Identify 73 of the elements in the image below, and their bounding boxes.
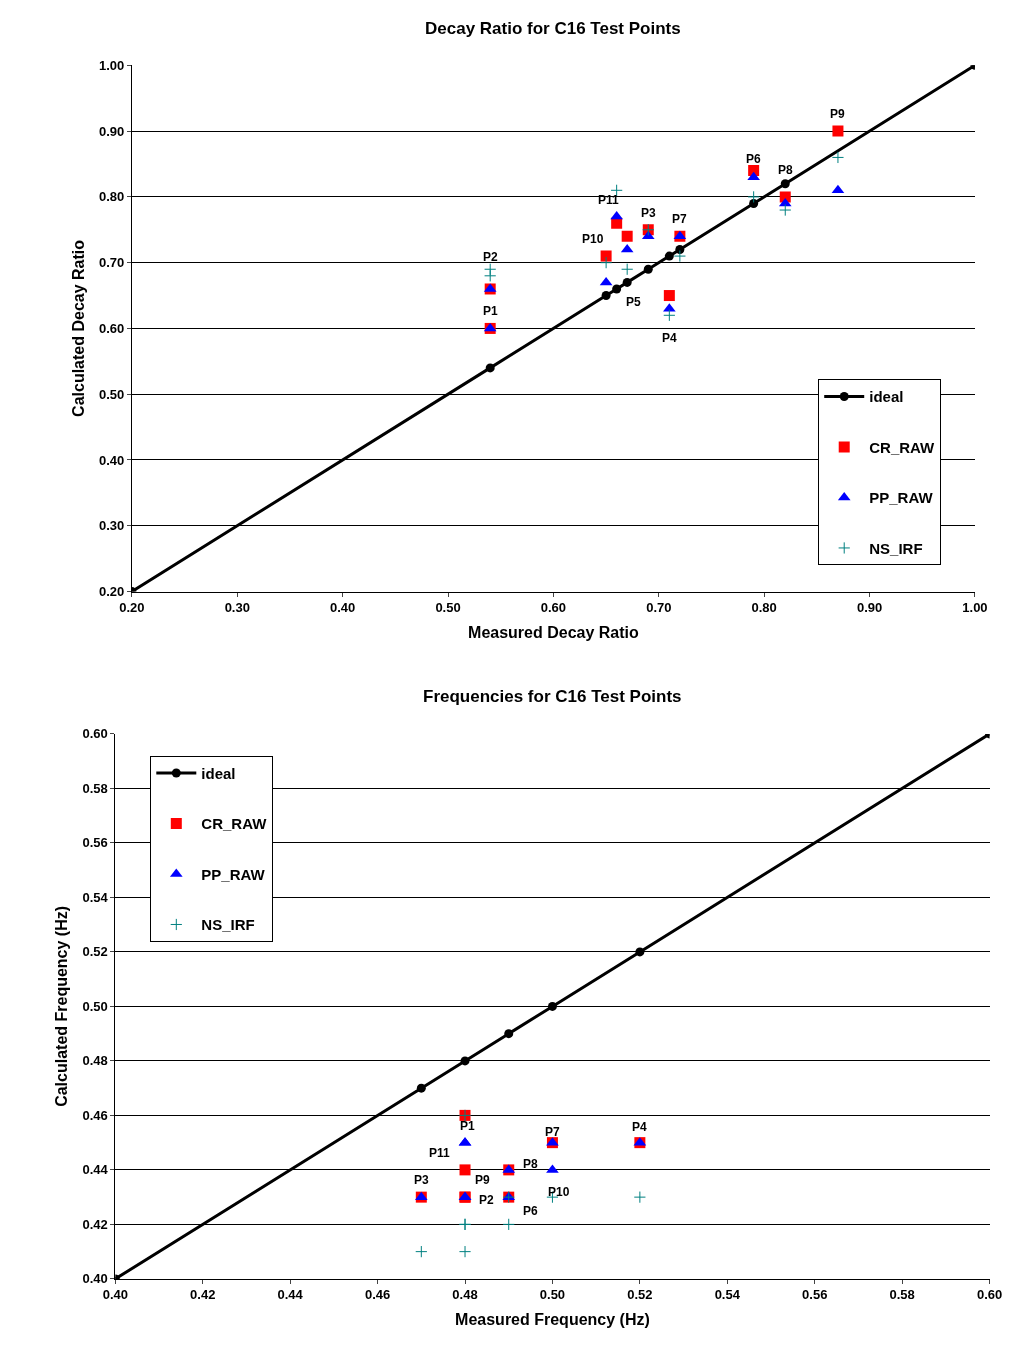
annotation: P8 (523, 1157, 538, 1171)
y-tick-label: 0.54 (82, 889, 109, 905)
annotation: P8 (778, 163, 793, 177)
y-tick-label: 0.48 (82, 1053, 108, 1069)
annotation: P4 (662, 331, 677, 345)
y-tick-label: 0.46 (82, 1107, 108, 1123)
y-tick-label: 0.70 (98, 255, 125, 271)
x-tick-label: 0.44 (277, 1287, 304, 1303)
x-tick-label: 0.60 (540, 600, 567, 616)
y-tick-label: 0.40 (82, 1271, 108, 1287)
annotation: P10 (548, 1185, 570, 1199)
x-tick-label: 0.40 (330, 600, 356, 616)
x-axis-title: Measured Frequency (Hz) (455, 1311, 650, 1329)
x-tick-label: 0.42 (190, 1287, 216, 1303)
annotation: P4 (632, 1120, 647, 1134)
annotation: P3 (641, 206, 656, 220)
legend-label: PP_RAW (869, 489, 934, 507)
x-tick-label: 0.50 (539, 1287, 566, 1303)
y-tick-label: 0.60 (82, 726, 108, 742)
x-tick-label: 0.52 (627, 1287, 653, 1303)
chart-title: Frequencies for C16 Test Points (423, 687, 682, 706)
y-tick-label: 0.58 (82, 780, 108, 796)
x-tick-label: 0.70 (646, 600, 672, 616)
x-tick-label: 0.54 (714, 1287, 741, 1303)
x-tick-label: 0.50 (435, 600, 461, 616)
annotation: P2 (483, 250, 498, 264)
annotation: P11 (429, 1146, 451, 1160)
x-tick-label: 1.00 (962, 600, 988, 616)
y-tick-label: 0.52 (82, 944, 108, 960)
annotation: P6 (746, 152, 761, 166)
y-tick-label: 0.56 (82, 835, 108, 851)
y-tick-label: 0.80 (98, 189, 125, 205)
x-tick-label: 0.20 (119, 600, 145, 616)
legend-label: ideal (201, 764, 236, 782)
legend-label: CR_RAW (869, 438, 936, 456)
annotation: P7 (545, 1125, 560, 1139)
legend-label: NS_IRF (869, 539, 923, 557)
legend-label: ideal (869, 388, 904, 406)
legend-label: PP_RAW (201, 865, 266, 883)
annotation: P9 (475, 1173, 490, 1187)
y-tick-label: 0.60 (98, 320, 125, 336)
annotation: P3 (414, 1173, 429, 1187)
legend-label: CR_RAW (201, 815, 268, 833)
y-tick-label: 0.20 (98, 584, 125, 600)
x-tick-label: 0.58 (889, 1287, 915, 1303)
annotation: P1 (460, 1119, 475, 1133)
x-tick-label: 0.30 (224, 600, 250, 616)
y-tick-label: 1.00 (98, 57, 125, 73)
x-axis-title: Measured Decay Ratio (468, 623, 640, 641)
y-tick-label: 0.90 (98, 123, 125, 139)
x-tick-label: 0.48 (452, 1287, 478, 1303)
legend-label: NS_IRF (201, 916, 255, 934)
y-tick-label: 0.30 (98, 518, 125, 534)
annotation: P5 (626, 295, 641, 309)
y-tick-label: 0.42 (82, 1216, 108, 1232)
annotation: P6 (523, 1204, 538, 1218)
annotation: P2 (479, 1193, 494, 1207)
annotation: P1 (483, 304, 498, 318)
annotation: P7 (672, 212, 687, 226)
y-tick-label: 0.44 (82, 1162, 109, 1178)
chart-title: Decay Ratio for C16 Test Points (425, 19, 681, 38)
y-tick-label: 0.40 (98, 452, 125, 468)
y-axis-title: Calculated Decay Ratio (69, 239, 87, 417)
y-axis-title: Calculated Frequency (Hz) (53, 905, 71, 1107)
annotation: P10 (582, 232, 604, 246)
y-tick-label: 0.50 (82, 998, 108, 1014)
x-tick-label: 0.90 (856, 600, 883, 616)
x-tick-label: 0.80 (751, 600, 777, 616)
x-tick-label: 0.56 (802, 1287, 828, 1303)
x-tick-label: 0.46 (364, 1287, 391, 1303)
annotation: P9 (830, 107, 845, 121)
x-tick-label: 0.60 (976, 1287, 1003, 1303)
y-tick-label: 0.50 (98, 386, 125, 402)
